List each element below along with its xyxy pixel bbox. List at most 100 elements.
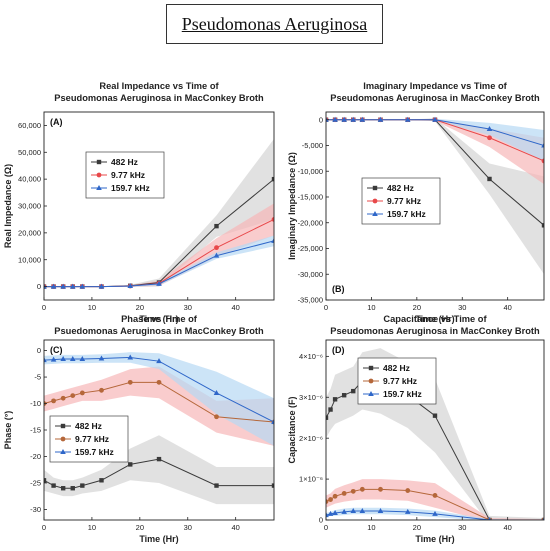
data-point	[405, 488, 411, 493]
y-tick-label: -20,000	[298, 218, 323, 227]
x-tick-label: 0	[324, 303, 328, 312]
y-tick-label: -10,000	[298, 167, 323, 176]
data-point	[44, 283, 47, 289]
legend-label: 159.7 kHz	[75, 447, 114, 457]
data-point	[271, 237, 274, 243]
data-point	[156, 358, 162, 364]
y-axis-label: Capacitance (F)	[287, 396, 297, 463]
chart-panel-b: Imaginary Impedance vs Time of Pseudomona…	[287, 81, 545, 324]
y-tick-label: -30	[30, 505, 41, 514]
legend-marker	[372, 211, 378, 216]
x-tick-label: 10	[88, 303, 96, 312]
data-point	[70, 393, 76, 398]
data-point	[99, 478, 104, 483]
legend-marker	[96, 185, 102, 190]
data-point	[326, 415, 329, 420]
data-point	[332, 510, 338, 516]
chart-title-line: Imaginary Impedance vs Time of	[363, 81, 507, 91]
y-tick-label: 2×10⁻⁶	[299, 434, 323, 443]
x-tick-label: 10	[367, 303, 375, 312]
data-point	[99, 387, 104, 393]
legend: 482 Hz 9.77 kHz 159.7 kHz	[49, 415, 129, 463]
data-point	[50, 356, 57, 362]
y-axis-label: Phase (°)	[3, 411, 13, 450]
x-tick-label: 30	[184, 303, 192, 312]
x-axis-label: Time (Hr)	[139, 314, 178, 324]
legend-marker	[372, 198, 378, 204]
legend-label: 482 Hz	[75, 421, 102, 431]
y-axis-label: Imaginary Impedance (Ω)	[287, 152, 297, 260]
series-line-159.7-khz	[44, 240, 274, 288]
data-point	[432, 413, 438, 418]
y-tick-label: 3×10⁻⁶	[299, 393, 323, 402]
panel-label: (B)	[332, 284, 345, 294]
data-point	[359, 486, 365, 492]
data-point	[70, 486, 75, 491]
data-point	[326, 116, 329, 122]
chart-title-line: Capacitance vs Time of	[383, 314, 487, 324]
legend-label: 9.77 kHz	[75, 434, 109, 444]
series-line-159.7-khz	[44, 356, 274, 423]
x-tick-label: 40	[231, 303, 239, 312]
x-tick-label: 40	[503, 523, 511, 532]
y-tick-label: 0	[319, 115, 323, 124]
y-tick-label: -5	[34, 373, 41, 382]
y-tick-label: -25,000	[298, 244, 323, 253]
chart-title-line: Psuedomonas Aeruginosa in MacConkey Brot…	[54, 326, 264, 336]
legend-marker	[368, 365, 374, 371]
panel-label: (C)	[50, 345, 63, 355]
legend-marker	[372, 185, 378, 191]
y-tick-label: 40,000	[18, 175, 41, 184]
confidence-band-482-hz	[326, 118, 544, 275]
x-tick-label: 0	[42, 523, 46, 532]
data-point	[487, 176, 492, 182]
y-tick-label: -15	[30, 426, 41, 435]
legend-label: 9.77 kHz	[387, 196, 421, 206]
chart-title-line: Real Impedance vs Time of	[99, 81, 219, 91]
legend-label: 159.7 kHz	[383, 389, 422, 399]
data-point	[432, 510, 438, 516]
data-point	[377, 116, 384, 122]
legend-label: 482 Hz	[111, 157, 138, 167]
figure-title: Pseudomonas Aeruginosa	[181, 13, 368, 34]
y-tick-label: -30,000	[298, 270, 323, 279]
data-point	[213, 252, 220, 258]
data-point	[350, 488, 356, 494]
chart-title-line: Pseudomonas Aeruginosa in MacConkey Brot…	[330, 93, 540, 103]
data-point	[127, 283, 134, 289]
data-point	[404, 508, 411, 514]
chart-title-line: Pseudomonas Aeruginosa in MacConkey Brot…	[54, 93, 264, 103]
y-tick-label: 60,000	[18, 121, 41, 130]
x-tick-label: 30	[458, 303, 466, 312]
x-axis-label: Time (Hr)	[139, 534, 178, 544]
data-point	[214, 414, 219, 420]
x-tick-label: 20	[413, 523, 421, 532]
data-point	[332, 116, 338, 122]
x-tick-label: 40	[503, 303, 511, 312]
data-point	[51, 483, 56, 488]
chart-title-line: Pseudomonas Aeruginosa in MacConkey Brot…	[330, 326, 540, 336]
data-point	[214, 223, 219, 229]
data-point	[79, 356, 86, 362]
data-point	[341, 508, 347, 514]
data-point	[341, 491, 347, 496]
y-axis-label: Real Impedance (Ω)	[3, 164, 13, 248]
legend-label: 159.7 kHz	[387, 209, 426, 219]
data-point	[69, 283, 76, 289]
data-point	[350, 508, 357, 513]
data-point	[487, 135, 492, 141]
x-axis-label: Time (Hr)	[415, 314, 454, 324]
data-point	[341, 116, 347, 122]
legend-marker	[60, 423, 66, 429]
x-tick-label: 40	[231, 523, 239, 532]
legend: 482 Hz 9.77 kHz 159.7 kHz	[361, 177, 441, 225]
panel-label: (D)	[332, 345, 345, 355]
chart-panel-a: Real Impedance vs Time of Pseudomonas Aer…	[3, 81, 275, 324]
data-point	[51, 398, 56, 404]
data-point	[60, 486, 66, 491]
data-point	[271, 176, 274, 182]
series-line-9.77-khz	[44, 381, 274, 423]
x-axis-label: Time (Hr)	[415, 534, 454, 544]
plot-area	[44, 138, 274, 289]
